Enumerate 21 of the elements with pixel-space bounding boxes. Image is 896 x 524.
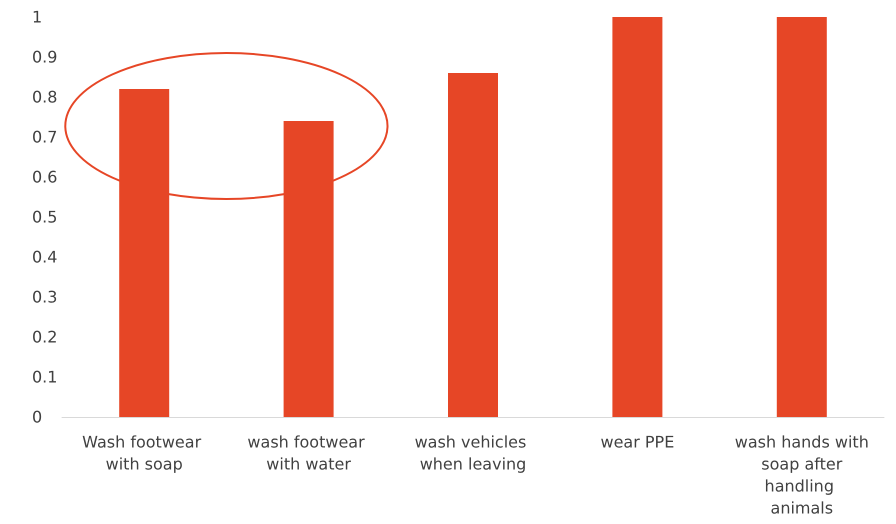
- y-tick-label: 1: [32, 8, 42, 26]
- y-tick-label: 0.5: [32, 208, 58, 226]
- y-tick-label: 0.7: [32, 128, 58, 146]
- x-tick-label: wash vehicles when leaving: [414, 432, 532, 474]
- bar: [448, 73, 498, 417]
- y-tick-label: 0.2: [32, 328, 58, 346]
- x-tick-label: wash hands with soap after handling animals: [734, 432, 869, 518]
- y-tick-label: 0.3: [32, 288, 58, 306]
- x-tick-label: wear PPE: [600, 432, 674, 452]
- x-tick-label: Wash footwear with soap: [82, 432, 206, 474]
- y-tick-label: 0.1: [32, 368, 58, 386]
- bar: [119, 89, 170, 417]
- bar: [776, 17, 827, 417]
- y-tick-label: 0.9: [32, 48, 58, 66]
- bar: [284, 121, 334, 417]
- y-tick-label: 0.8: [32, 88, 58, 106]
- y-tick-label: 0.6: [32, 168, 58, 186]
- x-tick-label: wash footwear with water: [247, 432, 370, 474]
- y-tick-label: 0: [32, 408, 42, 426]
- bar: [612, 17, 662, 417]
- y-tick-label: 0.4: [32, 248, 58, 266]
